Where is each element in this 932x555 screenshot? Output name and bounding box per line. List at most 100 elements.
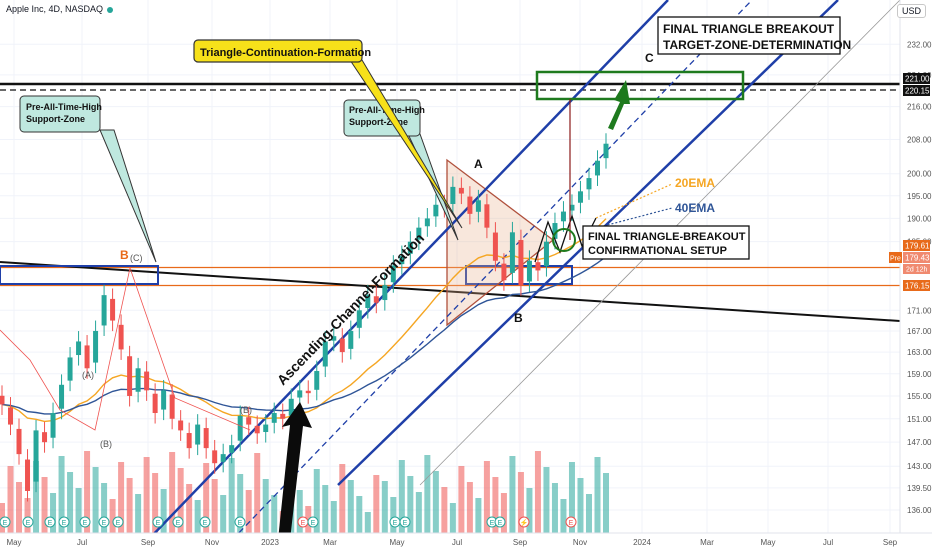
candle-body (135, 368, 141, 392)
svg-text:E: E (311, 520, 316, 527)
event-marker-icon[interactable]: E (58, 516, 70, 528)
candle-body (450, 186, 456, 204)
event-marker-icon[interactable]: E (389, 516, 401, 528)
event-marker-icon[interactable]: E (307, 516, 319, 528)
volume-bar (186, 484, 193, 533)
event-marker-icon[interactable]: E (0, 516, 11, 528)
event-marker-icon[interactable]: E (44, 516, 56, 528)
channel-lower-line (147, 0, 669, 541)
target-callout-line2: TARGET-ZONE-DETERMINATION (663, 38, 851, 52)
svg-text:E: E (569, 520, 574, 527)
event-marker-icon[interactable]: E (565, 516, 577, 528)
candle-body (59, 384, 65, 409)
volume-bar (194, 500, 201, 533)
volume-bar (33, 461, 40, 533)
event-marker-icon[interactable]: E (112, 516, 124, 528)
currency-button[interactable]: USD (896, 4, 926, 18)
volume-bar (24, 498, 31, 533)
left-support-box (0, 265, 159, 285)
volume-bar (16, 482, 23, 533)
price-tag-179-61: 179.61 (903, 240, 930, 251)
svg-text:E: E (3, 520, 8, 527)
candle-body (322, 341, 328, 367)
volume-bar (526, 488, 533, 533)
volume-bar (483, 461, 490, 533)
candle-body (16, 428, 22, 455)
wave-b-left-label: B (120, 248, 129, 262)
event-marker-icon[interactable]: E (297, 516, 309, 528)
volume-bar (517, 472, 524, 533)
candle-body (365, 295, 371, 309)
candle-body (84, 345, 90, 369)
event-marker-icon[interactable]: E (234, 516, 246, 528)
wave-b-paren-label-1: (B) (100, 439, 112, 449)
candle-body (526, 260, 532, 282)
candle-body (399, 255, 405, 265)
event-marker-icon[interactable]: E (199, 516, 211, 528)
ema40-pointer (595, 207, 673, 229)
target-zone-callout[interactable]: FINAL TRIANGLE BREAKOUT TARGET-ZONE-DETE… (657, 16, 851, 55)
candle-body (314, 371, 320, 390)
volume-bar (415, 492, 422, 533)
volume-bar (160, 489, 167, 533)
candle-body (254, 425, 260, 434)
callout-pre-ath-left[interactable]: Pre-All-Time-High Support-Zone (19, 95, 157, 263)
volume-bar (92, 467, 99, 533)
event-marker-icon[interactable]: E (152, 516, 164, 528)
volume-bar (500, 493, 507, 533)
svg-text:E: E (498, 520, 503, 527)
volume-bar (390, 497, 397, 533)
volume-bar (143, 457, 150, 533)
svg-text:E: E (83, 520, 88, 527)
volume-bar (41, 477, 48, 533)
event-marker-icon[interactable]: E (399, 516, 411, 528)
volume-bar (441, 487, 448, 533)
volume-bar (364, 512, 371, 533)
candle-body (458, 187, 464, 194)
volume-bar (75, 488, 82, 533)
price-tag-176: 176.15 (903, 280, 930, 291)
time-tick-label: 2024 (633, 538, 651, 547)
volume-bar (58, 456, 65, 533)
volume-bar (135, 494, 142, 533)
candle-body (76, 341, 82, 356)
volume-bar (228, 458, 235, 533)
candles (0, 133, 609, 502)
candle-body (220, 454, 226, 462)
time-tick-label: Nov (573, 538, 587, 547)
callout-triangle-continuation[interactable]: Triangle-Continuation-Formation (193, 39, 463, 229)
event-marker-icon[interactable]: E (494, 516, 506, 528)
volume-bar (245, 490, 252, 533)
time-tick-label: Sep (883, 538, 898, 547)
channel-mid-line (231, 0, 753, 541)
svg-text:E: E (393, 520, 398, 527)
svg-text:176.15: 176.15 (905, 282, 930, 291)
candle-body (331, 336, 337, 341)
event-marker-icon[interactable]: E (172, 516, 184, 528)
event-marker-icon[interactable]: ⚡ (518, 516, 530, 528)
time-axis-ticks[interactable]: May Jul Sep Nov 2023 Mar May Jul Sep Nov 2024 Mar Ma… (6, 538, 897, 547)
event-marker-icon[interactable]: E (22, 516, 34, 528)
event-markers[interactable]: E E E E E E E E E E E E E E E E E ⚡ E (0, 516, 577, 528)
volume-bar (560, 499, 567, 533)
event-marker-icon[interactable]: E (98, 516, 110, 528)
symbol-header[interactable]: Apple Inc, 4D, NASDAQ (6, 4, 114, 14)
svg-text:E: E (203, 520, 208, 527)
breakout-circle (552, 228, 576, 252)
candle-body (178, 420, 184, 431)
candle-body (203, 428, 209, 449)
time-tick-label: Sep (141, 538, 156, 547)
svg-text:179.61: 179.61 (905, 242, 930, 251)
candle-body (586, 178, 592, 190)
volume-bar (254, 453, 261, 533)
price-tick-label: 171.00 (907, 306, 932, 315)
candle-body (569, 204, 575, 211)
breakout-setup-callout[interactable]: FINAL TRIANGLE-BREAKOUT CONFIRMATIONAL S… (582, 225, 750, 260)
volume-bar (398, 460, 405, 533)
event-marker-icon[interactable]: E (79, 516, 91, 528)
candle-body (518, 240, 524, 286)
time-tick-label: Jul (823, 538, 833, 547)
volume-bar (466, 482, 473, 533)
volume-bar (509, 456, 516, 533)
